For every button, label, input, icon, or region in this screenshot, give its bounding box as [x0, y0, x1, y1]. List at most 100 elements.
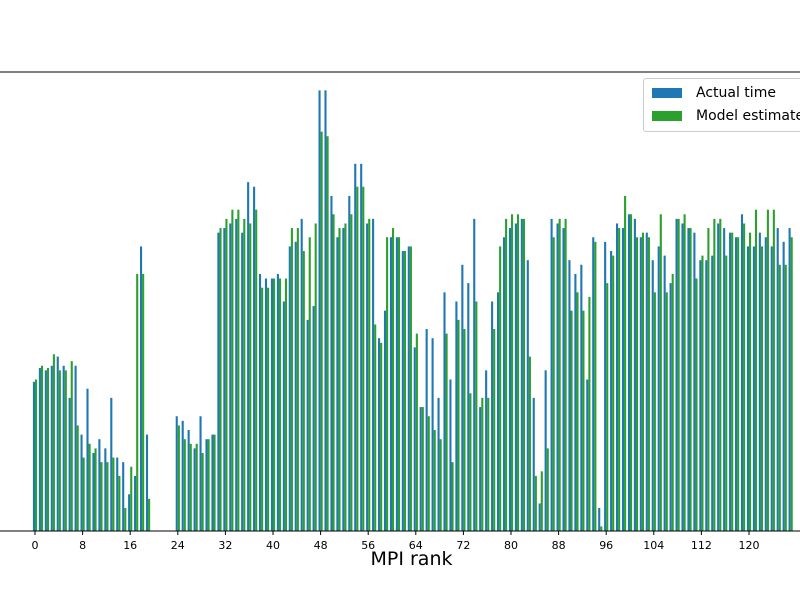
bar-model-88: [558, 218, 561, 531]
bar-actual-50: [330, 195, 333, 531]
bar-actual-39: [264, 278, 268, 531]
bar-model-86: [546, 448, 549, 531]
bar-model-68: [439, 439, 442, 531]
bar-model-83: [528, 356, 531, 531]
bar-actual-34: [235, 218, 238, 531]
bar-actual-80: [508, 228, 511, 531]
bar-model-98: [618, 228, 621, 531]
bar-actual-105: [657, 246, 660, 532]
bar-model-75: [481, 397, 484, 531]
bar-model-55: [362, 186, 365, 531]
x-tick-label-56: 56: [361, 539, 375, 552]
bar-model-74: [475, 301, 478, 531]
bar-actual-66: [425, 329, 428, 531]
bar-actual-108: [675, 218, 678, 531]
bar-model-43: [290, 228, 293, 531]
bar-model-51: [338, 228, 341, 531]
bar-actual-4: [56, 356, 59, 531]
bar-model-26: [189, 443, 192, 531]
bar-model-6: [70, 361, 73, 531]
bar-model-4: [58, 370, 61, 531]
bar-model-73: [469, 393, 472, 531]
bar-actual-114: [711, 255, 714, 531]
bar-model-119: [743, 223, 746, 531]
bar-actual-41: [276, 273, 279, 531]
bar-actual-119: [740, 214, 744, 532]
bar-actual-60: [389, 237, 392, 532]
bar-model-82: [522, 218, 525, 531]
bar-actual-117: [729, 232, 732, 531]
bar-model-62: [403, 251, 406, 531]
bar-model-64: [415, 333, 418, 531]
x-tick-label-72: 72: [456, 539, 470, 552]
bar-actual-112: [699, 260, 702, 531]
bar-actual-75: [479, 407, 482, 531]
bar-model-27: [195, 443, 198, 531]
bar-model-42: [284, 278, 287, 531]
bar-model-46: [308, 237, 311, 532]
bar-actual-36: [247, 182, 250, 531]
chart-axes: [0, 71, 800, 532]
bar-actual-77: [491, 301, 494, 531]
bar-actual-35: [241, 232, 244, 531]
bar-model-38: [261, 287, 264, 531]
bar-model-48: [320, 131, 323, 532]
bar-model-122: [760, 246, 763, 532]
bar-actual-57: [372, 218, 375, 531]
bar-actual-12: [104, 448, 107, 531]
bar-model-25: [183, 439, 186, 531]
bar-actual-65: [419, 407, 422, 531]
bar-model-11: [100, 462, 103, 531]
bar-actual-83: [526, 260, 529, 531]
bar-actual-3: [50, 365, 53, 531]
bar-actual-111: [693, 232, 696, 531]
bar-model-32: [225, 218, 228, 531]
x-tick-label-112: 112: [691, 539, 712, 552]
x-tick-label-32: 32: [218, 539, 232, 552]
bar-model-101: [635, 237, 639, 532]
bar-model-72: [463, 329, 466, 531]
bar-model-0: [35, 379, 38, 531]
bar-actual-42: [282, 301, 285, 531]
bar-actual-92: [580, 264, 583, 531]
bar-model-65: [421, 407, 424, 531]
bar-actual-58: [378, 338, 381, 531]
bar-actual-118: [735, 237, 738, 532]
x-tick-label-64: 64: [409, 539, 423, 552]
legend-swatch-model: [652, 111, 682, 121]
bar-model-114: [713, 218, 716, 531]
bar-actual-90: [568, 260, 571, 531]
bar-model-15: [124, 508, 127, 531]
bar-actual-9: [86, 388, 89, 531]
legend-swatch-actual: [652, 88, 682, 98]
bar-actual-45: [300, 218, 303, 531]
bar-actual-55: [360, 163, 363, 532]
bar-actual-88: [556, 223, 559, 531]
bar-actual-56: [366, 223, 369, 531]
bar-model-66: [427, 416, 430, 531]
bar-model-97: [612, 255, 615, 531]
bar-actual-27: [193, 448, 196, 531]
bar-actual-14: [116, 457, 119, 531]
bar-model-108: [677, 218, 680, 531]
bar-model-116: [725, 255, 728, 531]
bar-model-18: [142, 273, 145, 531]
bar-model-5: [64, 370, 67, 531]
bar-model-59: [386, 237, 389, 532]
bar-actual-25: [181, 420, 184, 531]
bar-model-58: [380, 342, 383, 531]
bar-actual-5: [62, 365, 65, 531]
bar-actual-86: [544, 370, 547, 531]
bar-actual-121: [752, 246, 755, 532]
bar-actual-53: [348, 195, 351, 531]
bar-actual-29: [205, 439, 208, 531]
bar-actual-16: [128, 494, 131, 531]
bar-model-29: [207, 439, 210, 531]
bar-actual-104: [651, 260, 654, 531]
bar-model-120: [749, 232, 752, 531]
bar-model-34: [237, 209, 240, 531]
bar-model-117: [731, 232, 734, 531]
bar-model-115: [719, 218, 722, 531]
x-tick-label-104: 104: [643, 539, 664, 552]
bar-actual-70: [449, 379, 452, 531]
